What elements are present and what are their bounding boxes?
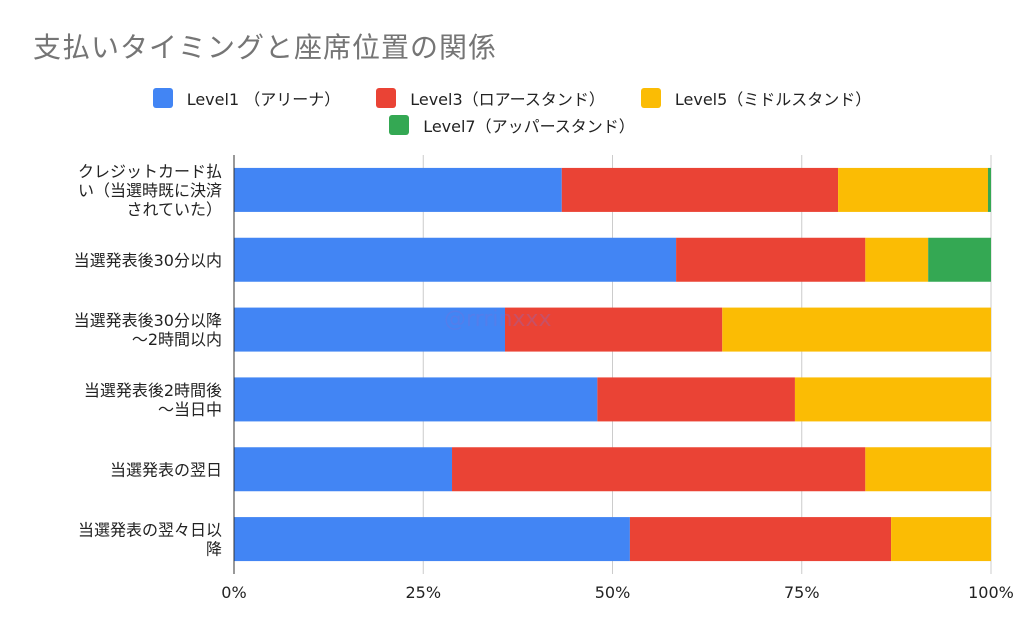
bar-segment[interactable] [561,167,839,212]
legend-item-level7[interactable]: Level7（アッパースタンド） [389,113,635,137]
category-label: い（当選時既に決済 [78,181,222,200]
legend-swatch-level5 [640,88,661,108]
bar-segment[interactable] [865,447,991,492]
legend-label-level3: Level3（ロアースタンド） [410,90,605,109]
category-label: 当選発表の翌々日以 [78,521,222,540]
bar-segment[interactable] [234,307,506,352]
legend-row-1: Level1 （アリーナ） Level3（ロアースタンド） Level5（ミドル… [0,86,1024,110]
bar-segment[interactable] [891,517,991,562]
legend-item-level5[interactable]: Level5（ミドルスタンド） [640,86,872,110]
bar-segment[interactable] [838,167,988,212]
bar-segment[interactable] [865,237,929,282]
bar-segment[interactable] [234,237,677,282]
x-tick-label: 25% [405,583,441,602]
bar-segment[interactable] [794,377,991,422]
legend-swatch-level3 [376,88,397,108]
x-tick-label: 100% [968,583,1014,602]
category-label: 当選発表後30分以内 [74,251,222,270]
bar-segment[interactable] [722,307,991,352]
bar-segment[interactable] [676,237,866,282]
watermark: @rrrinxxx [444,307,551,332]
bar-segment[interactable] [597,377,795,422]
bar-segment[interactable] [629,517,892,562]
legend-item-level3[interactable]: Level3（ロアースタンド） [376,86,605,110]
x-tick-label: 50% [595,583,631,602]
legend-label-level7: Level7（アッパースタンド） [423,117,635,136]
legend-item-level1[interactable]: Level1 （アリーナ） [152,86,341,110]
category-label: 当選発表後30分以降 [74,311,222,330]
bar-segment[interactable] [987,167,991,212]
category-label: 当選発表の翌日 [110,460,222,479]
category-label: 〜当日中 [158,400,222,419]
legend-row-2: Level7（アッパースタンド） [0,113,1024,137]
category-label: 当選発表後2時間後 [84,381,222,400]
bar-segment[interactable] [505,307,723,352]
bar-segment[interactable] [928,237,991,282]
category-label: されていた） [126,200,222,219]
legend-label-level5: Level5（ミドルスタンド） [674,90,872,109]
category-label: 降 [206,540,222,559]
bar-segment[interactable] [234,447,453,492]
legend-swatch-level7 [389,115,410,135]
bar-segment[interactable] [234,517,630,562]
bar-segment[interactable] [452,447,866,492]
x-tick-label: 75% [784,583,820,602]
bar-segment[interactable] [234,377,598,422]
bar-segment[interactable] [234,167,562,212]
legend-label-level1: Level1 （アリーナ） [186,90,341,109]
chart-title: 支払いタイミングと座席位置の関係 [33,31,498,64]
x-tick-label: 0% [221,583,246,602]
legend-swatch-level1 [152,88,173,108]
category-label: 〜2時間以内 [132,330,222,349]
category-label: クレジットカード払 [78,162,222,181]
